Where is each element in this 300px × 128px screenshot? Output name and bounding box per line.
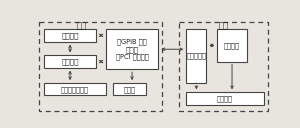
Bar bbox=[106, 29, 158, 69]
Bar bbox=[186, 92, 264, 105]
Text: 控制电路: 控制电路 bbox=[61, 58, 79, 65]
Bar bbox=[44, 83, 106, 95]
Text: 硬件: 硬件 bbox=[77, 21, 87, 30]
Bar bbox=[186, 29, 206, 83]
Text: 测量与控制: 测量与控制 bbox=[186, 53, 206, 60]
Text: （GPIB 卡）: （GPIB 卡） bbox=[117, 38, 147, 45]
Bar bbox=[39, 22, 161, 111]
Text: 人机界面: 人机界面 bbox=[217, 95, 233, 102]
Bar bbox=[44, 29, 96, 42]
Text: 工控机: 工控机 bbox=[125, 46, 139, 53]
Text: 软件: 软件 bbox=[219, 21, 229, 30]
Text: 打印机: 打印机 bbox=[124, 86, 136, 93]
Text: （PCI 接口卡）: （PCI 接口卡） bbox=[116, 54, 148, 60]
Text: 测试仪器: 测试仪器 bbox=[61, 32, 79, 39]
Text: 数据处理: 数据处理 bbox=[224, 42, 240, 49]
Bar bbox=[44, 55, 96, 68]
Text: 被测多路放大器: 被测多路放大器 bbox=[61, 86, 89, 93]
Bar bbox=[179, 22, 268, 111]
Bar bbox=[113, 83, 146, 95]
Bar bbox=[217, 29, 247, 62]
